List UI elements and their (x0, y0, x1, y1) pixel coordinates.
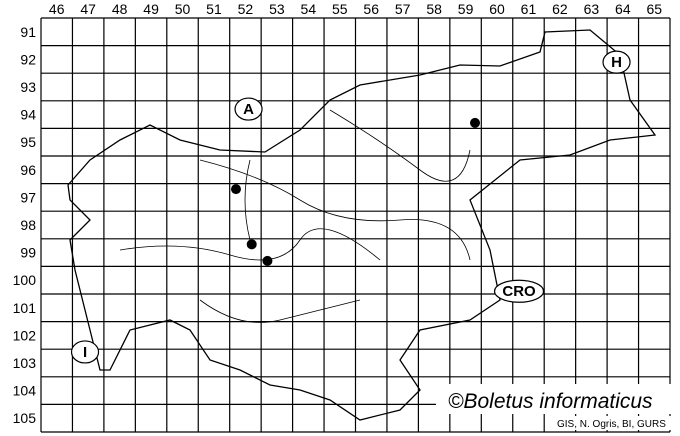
watermark: ©Boletus informaticus (448, 390, 653, 413)
grid (40, 17, 671, 433)
column-label: 65 (646, 1, 662, 17)
column-label: 58 (426, 1, 442, 17)
column-label: 50 (175, 1, 191, 17)
river (329, 109, 471, 182)
column-label: 57 (395, 1, 411, 17)
record-dot (230, 184, 241, 195)
column-label: 62 (552, 1, 568, 17)
column-label: 59 (458, 1, 474, 17)
record-dot (470, 117, 481, 128)
row-label: 91 (20, 24, 36, 40)
country-label: H (611, 54, 622, 71)
row-label: 93 (20, 79, 36, 95)
country-border (67, 29, 657, 421)
river (199, 159, 471, 261)
country-label: A (243, 101, 254, 118)
column-label: 64 (615, 1, 631, 17)
country-label: I (83, 344, 87, 361)
column-label: 61 (521, 1, 537, 17)
column-label: 46 (49, 1, 65, 17)
column-label: 60 (489, 1, 505, 17)
column-label: 55 (332, 1, 348, 17)
country-ellipse (70, 340, 100, 364)
column-label: 48 (112, 1, 128, 17)
country-label: CRO (502, 283, 536, 300)
record-dot (246, 239, 257, 250)
river (199, 299, 361, 323)
slovenia-border (67, 29, 657, 421)
record-dots (230, 117, 481, 266)
river (119, 228, 381, 261)
column-label: 52 (238, 1, 254, 17)
row-label: 96 (20, 162, 36, 178)
watermark-bg (436, 384, 674, 414)
column-label: 49 (143, 1, 159, 17)
row-label: 95 (20, 134, 36, 150)
country-ellipse (602, 50, 631, 74)
row-label: 94 (20, 107, 36, 123)
column-label: 51 (206, 1, 222, 17)
column-label: 53 (269, 1, 285, 17)
row-label: 102 (13, 327, 37, 343)
grid-labels: 46 47 48 49 50 51 52 53 54 55 56 57 58 59 60 61 62 63 64 65… (13, 1, 663, 426)
country-ellipse (234, 97, 263, 121)
country-ellipse (493, 279, 545, 303)
row-label: 99 (20, 245, 36, 261)
row-label: 97 (20, 189, 36, 205)
row-label: 92 (20, 51, 36, 67)
country-labels: A H CRO I (70, 50, 631, 364)
river (244, 159, 251, 241)
credits-bg (554, 416, 674, 430)
column-label: 54 (301, 1, 317, 17)
row-label: 104 (13, 383, 37, 399)
row-label: 105 (13, 410, 37, 426)
row-label: 101 (13, 300, 37, 316)
row-label: 103 (13, 355, 37, 371)
row-label: 98 (20, 217, 36, 233)
column-label: 56 (363, 1, 379, 17)
column-label: 63 (584, 1, 600, 17)
credits: GIS, N. Ogris, BI, GURS (557, 419, 666, 430)
record-dot (262, 255, 273, 266)
column-label: 47 (80, 1, 96, 17)
row-label: 100 (13, 272, 37, 288)
